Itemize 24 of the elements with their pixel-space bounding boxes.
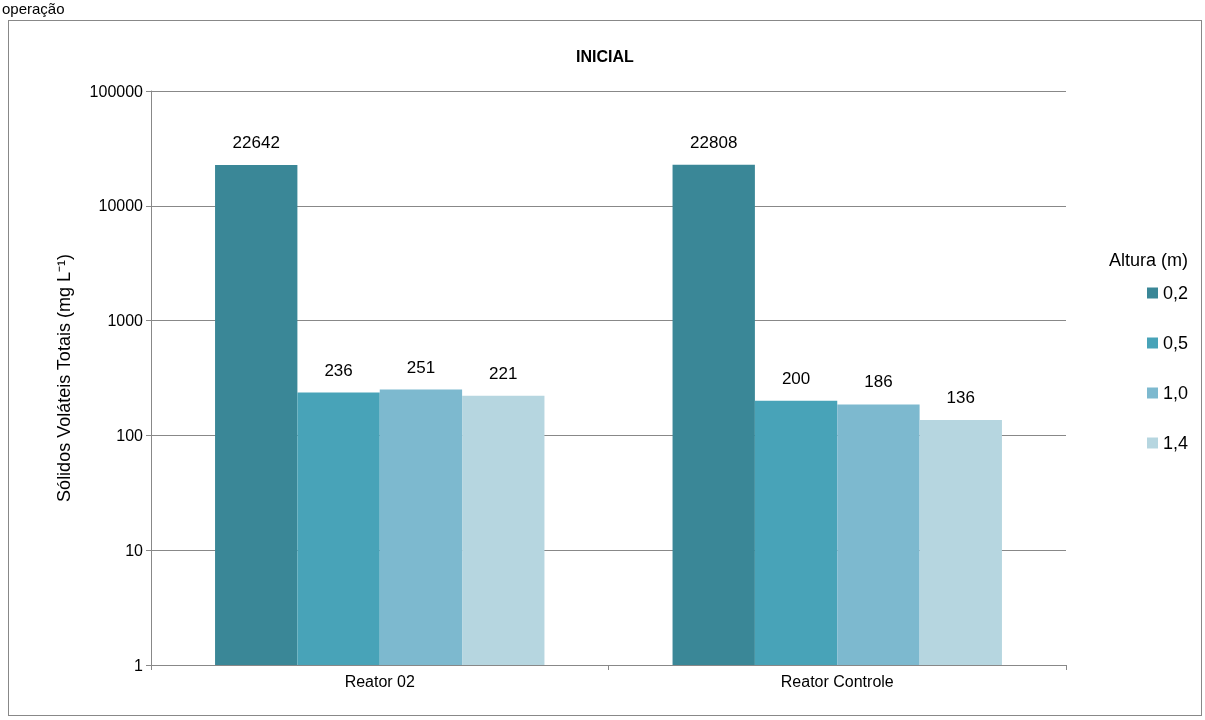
data-label: 221 (489, 363, 518, 383)
chart-title: INICIAL (576, 47, 635, 65)
text: operação (2, 0, 65, 17)
data-label: 136 (946, 388, 975, 408)
legend-label: 0,2 (1162, 283, 1189, 303)
y-tick-label: 100000 (89, 82, 144, 100)
y-axis-title: Sólidos Voláteis Totais (mg L⁻¹) (54, 254, 74, 502)
x-tick-label: Reator Controle (780, 672, 894, 690)
y-tick-label: 10 (125, 541, 144, 559)
y-tick-label: 1 (134, 656, 144, 674)
legend-label: 1,4 (1162, 433, 1189, 453)
data-label: 236 (324, 360, 353, 380)
legend-label: 1,0 (1162, 383, 1189, 403)
legend-label: 0,5 (1162, 333, 1189, 353)
legend-title: Altura (m) (1109, 250, 1189, 270)
x-tick-label: Reator 02 (344, 672, 415, 690)
y-tick-label: 100 (116, 426, 144, 444)
data-label: 251 (406, 357, 436, 377)
y-tick-label: 1000 (107, 312, 144, 330)
y-tick-label: 10000 (98, 197, 144, 215)
data-label: 200 (781, 368, 811, 388)
data-label: 186 (864, 372, 893, 392)
data-label: 22808 (690, 132, 738, 152)
data-label: 22642 (232, 133, 280, 153)
